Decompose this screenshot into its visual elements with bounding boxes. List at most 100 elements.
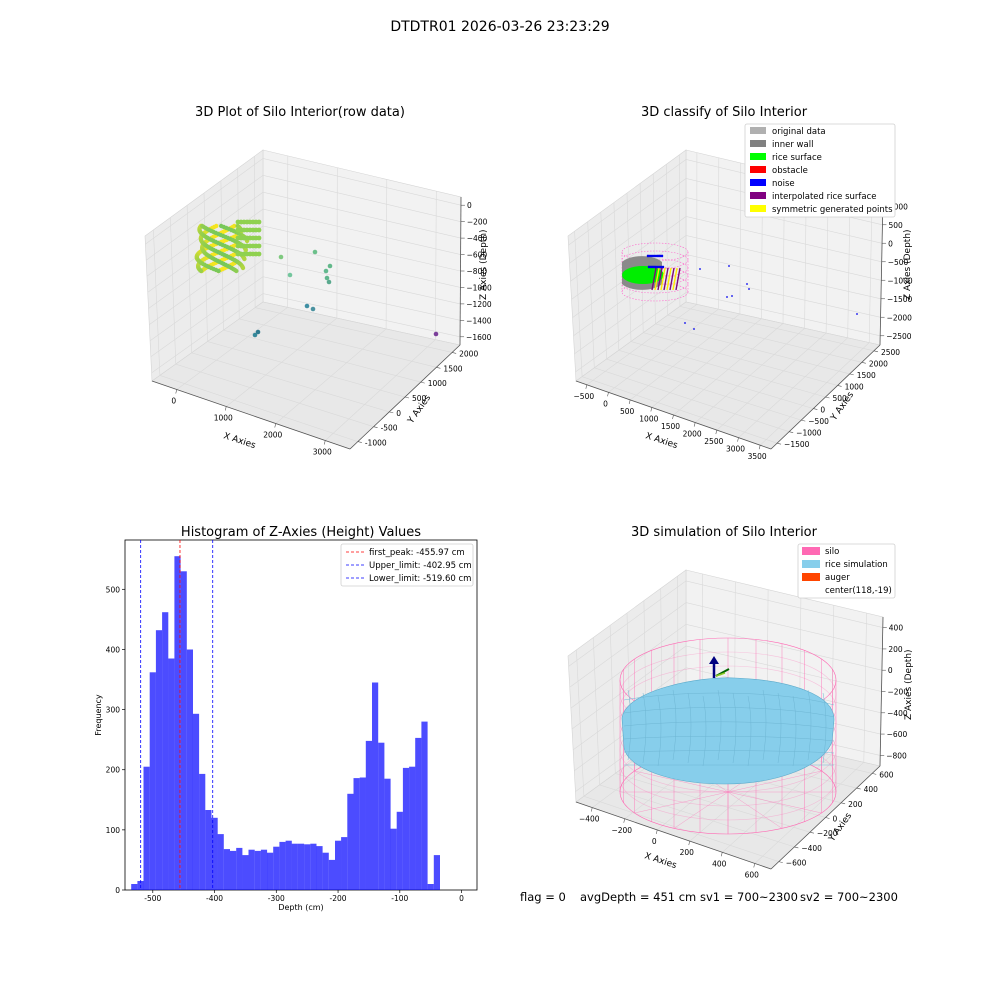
noise-point — [726, 296, 728, 298]
interpolated-point — [669, 267, 675, 291]
z-tick-label: −800 — [467, 267, 488, 276]
x-tick-label: −500 — [574, 392, 595, 401]
interpolated-point — [672, 267, 678, 291]
rice-mesh-line — [702, 695, 707, 767]
x-tick-label: 500 — [620, 407, 635, 416]
rice-mesh-line — [623, 750, 835, 754]
flag-readout: flag = 0 — [520, 890, 566, 904]
raw-plot-z-ticks: 0 −200 −400 −600 −800 −1000 −1200 −1400 −1600 — [460, 201, 492, 342]
histogram-xlabel: Depth (cm) — [278, 903, 323, 912]
histogram-bar — [186, 649, 193, 890]
y-tick-mark — [837, 385, 842, 387]
histogram-bar — [211, 817, 218, 890]
y-tick-label: −1500 — [784, 440, 810, 449]
histogram-bar — [297, 843, 305, 890]
rice-mesh-line — [642, 692, 647, 764]
rice-mesh-line — [623, 721, 835, 730]
noise-point — [648, 254, 652, 258]
simulation-legend: silo rice simulation auger center(118,-19) — [797, 543, 896, 599]
x-tick-mark — [650, 407, 653, 412]
histogram-bar — [162, 612, 169, 890]
y-tick-mark — [404, 396, 410, 399]
classify-3d-plot: 3D classify of Silo Interior −5000500100… — [567, 105, 913, 461]
z-tick-label: 0 — [888, 239, 893, 248]
histogram-bar — [421, 721, 428, 890]
z-tick-label: 1000 — [889, 202, 908, 211]
grid-line — [568, 580, 883, 667]
raw-point — [256, 227, 262, 233]
avg-depth-readout: avgDepth = 451 cm — [580, 890, 696, 904]
raw-point — [252, 332, 258, 338]
legend-swatch — [750, 166, 766, 173]
silo-spoke — [673, 791, 729, 829]
histogram-bar — [347, 793, 354, 890]
x-tick-label: 2000 — [683, 430, 702, 439]
grid-line — [146, 191, 461, 277]
y-tick-label: −500 — [808, 417, 829, 426]
silo-spoke — [727, 791, 822, 814]
sv1-readout: sv1 = 700~2300 — [700, 890, 798, 904]
legend-label: silo — [825, 547, 839, 557]
grid-line — [722, 605, 835, 853]
y-tick-label: 200 — [106, 766, 121, 775]
histogram-legend: first_peak: -455.97 cm Upper_limit: -402.… — [340, 543, 474, 587]
rice-mesh-line — [822, 692, 827, 764]
grid-line — [325, 191, 437, 441]
grid-line — [586, 152, 698, 386]
noise-point — [655, 265, 659, 269]
raw-point — [198, 268, 204, 274]
legend-frame — [340, 543, 474, 587]
grid-line — [574, 273, 881, 355]
y-tick-label: 2000 — [869, 359, 888, 368]
noise-point — [653, 265, 657, 269]
y-tick-mark — [825, 817, 830, 819]
grid-line — [147, 208, 461, 293]
wall-ring — [621, 274, 689, 294]
z-tick-label: −2500 — [886, 332, 912, 341]
interpolated-point — [651, 267, 657, 291]
depth-histogram: Histogram of Z-Axies (Height) Values -50… — [94, 525, 478, 912]
classify-plot-zlabel: Z Axies (Depth) — [903, 229, 913, 300]
noise-point — [656, 254, 660, 258]
auger-arrows — [709, 656, 730, 678]
legend-swatch — [750, 140, 766, 147]
y-tick-mark — [849, 373, 854, 376]
interpolated-point — [654, 267, 660, 291]
z-tick-label: 200 — [888, 645, 903, 654]
histogram-bar — [409, 766, 416, 890]
histogram-bar — [372, 682, 379, 890]
legend-label: symmetric generated points — [772, 205, 893, 215]
rice-mesh-line — [792, 695, 797, 767]
grid-line — [613, 202, 814, 409]
grid-line — [673, 173, 785, 416]
y-tick-mark — [452, 352, 457, 354]
legend-label: center(118,-19) — [825, 586, 892, 596]
simulation-plot-zlabel: Z Axies (Depth) — [904, 649, 914, 720]
x-tick-label: 400 — [712, 859, 727, 868]
y-tick-mark — [872, 773, 877, 775]
z-tick-label: −500 — [888, 258, 909, 267]
grid-line — [569, 602, 883, 688]
noise-point — [646, 254, 650, 258]
x-tick-mark — [672, 414, 674, 420]
y-tick-label: 0 — [115, 886, 120, 895]
y-tick-label: 500 — [412, 394, 427, 403]
y-tick-label: 300 — [106, 706, 121, 715]
z-tick-label: −800 — [886, 751, 907, 760]
z-tick-label: −200 — [888, 688, 909, 697]
grid-line — [146, 174, 461, 261]
y-tick-label: 400 — [106, 645, 121, 654]
grid-line — [587, 221, 790, 432]
histogram-bar — [390, 828, 397, 890]
histogram-bar — [365, 740, 372, 890]
histogram-bar — [174, 556, 181, 890]
histogram-bar — [341, 837, 348, 890]
y-tick-mark — [825, 396, 830, 399]
histogram-bar — [217, 834, 224, 890]
x-tick-mark — [585, 384, 588, 389]
grid-line — [738, 189, 851, 438]
grid-line — [573, 254, 881, 336]
rice-mesh-line — [717, 689, 722, 761]
legend-label: rice simulation — [825, 560, 888, 570]
grid-line — [275, 179, 388, 424]
